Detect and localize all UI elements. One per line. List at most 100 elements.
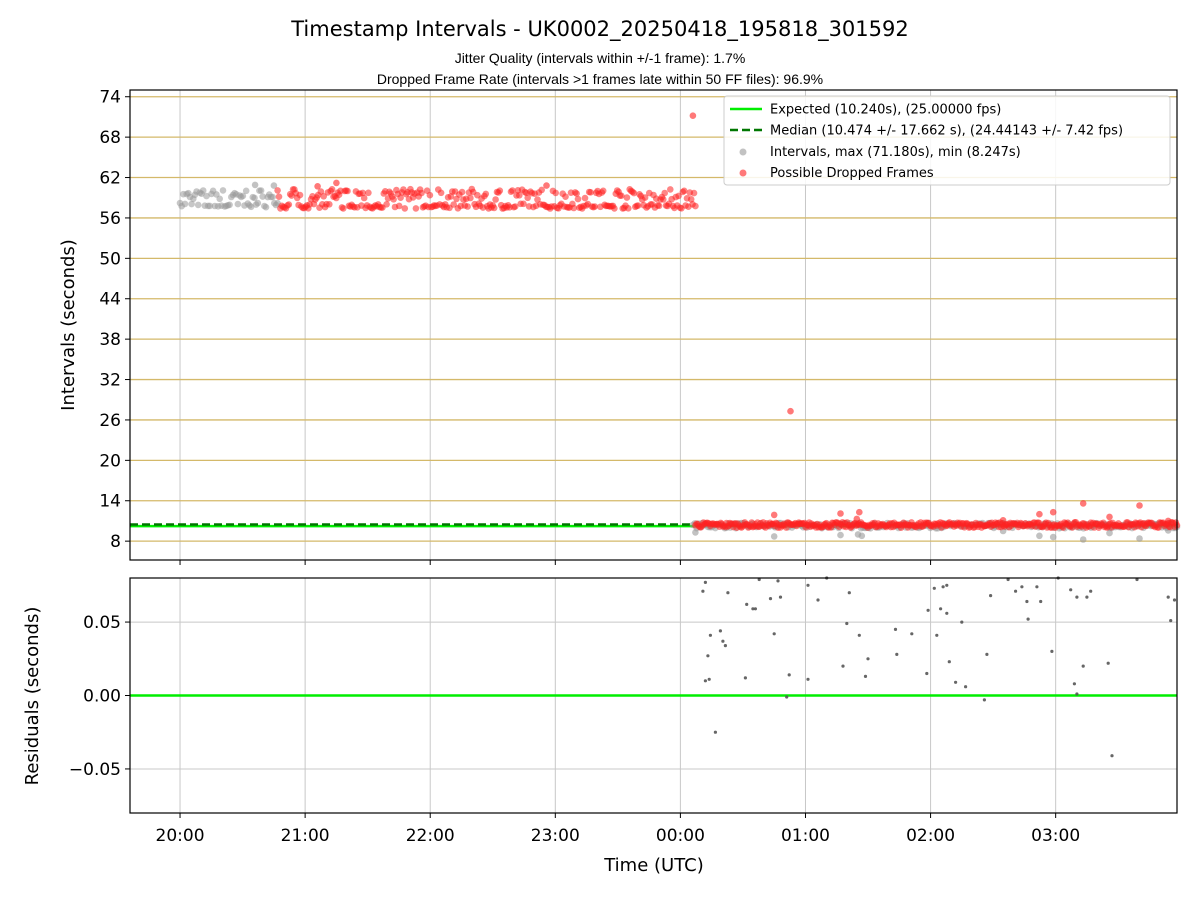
- interval-point: [194, 201, 202, 209]
- dropped-frame-point: [464, 203, 471, 210]
- interval-point: [188, 200, 195, 208]
- dropped-frame-point: [274, 187, 281, 194]
- dropped-frame-point: [611, 205, 618, 212]
- dropped-frame-point: [1136, 502, 1143, 509]
- residual-point: [932, 586, 936, 590]
- dropped-frame-point: [591, 203, 599, 210]
- residuals-x-ticks: 20:00 21:00 22:00 23:00 00:00 01:00 02:00 03:00: [156, 813, 1080, 846]
- residual-point: [713, 730, 718, 734]
- dropped-frame-point: [581, 194, 589, 202]
- residual-point: [1085, 595, 1089, 599]
- residual-point: [925, 671, 929, 676]
- dropped-frame-point: [655, 202, 663, 210]
- interval-point: [242, 187, 250, 195]
- residual-point: [841, 664, 845, 668]
- intervals-y-ticks: 8 14 20 26 32 38 44 50 56 62 68 74: [99, 88, 130, 552]
- dropped-frame-point: [538, 186, 545, 194]
- dropped-frame-point: [599, 187, 607, 195]
- dropped-frame-point: [634, 202, 642, 209]
- residual-point: [1075, 595, 1079, 599]
- residual-point: [1026, 617, 1030, 621]
- dropped-frame-point: [543, 182, 550, 189]
- residual-point: [753, 607, 758, 611]
- residuals-plot: −0.05 0.00 0.05 20:00 21:00 22:00 23:00 00:00 0…: [22, 576, 1178, 876]
- intervals-plot: 8 14 20 26 32 38 44 50 56 62 68 74 Intervals (secon…: [58, 88, 1181, 565]
- interval-point: [259, 193, 267, 200]
- residual-point: [1025, 599, 1029, 604]
- interval-point: [199, 187, 207, 194]
- residual-point: [1106, 661, 1110, 665]
- residuals-y-axis-label: Residuals (seconds): [22, 607, 43, 786]
- residual-point: [964, 685, 968, 689]
- residual-point: [945, 611, 949, 615]
- dropped-frame-point: [492, 196, 499, 203]
- dropped-frame-point: [574, 195, 582, 203]
- interval-point: [269, 193, 276, 201]
- residual-point: [985, 652, 989, 657]
- dropped-frame-point: [496, 187, 504, 194]
- interval-point: [203, 192, 210, 200]
- intervals-y-tick-label: 38: [99, 330, 121, 350]
- residual-point: [947, 660, 951, 664]
- residual-point: [778, 595, 783, 599]
- dropped-frame-point: [326, 201, 333, 208]
- residual-point: [982, 698, 987, 702]
- residual-point: [1069, 588, 1073, 592]
- legend-box: [723, 95, 1171, 186]
- residuals-points: [701, 576, 1177, 758]
- residual-point: [863, 674, 868, 679]
- dropped-frame-point: [285, 201, 293, 208]
- dropped-frame-point: [520, 200, 527, 208]
- residuals-y-tick-label: −0.05: [69, 760, 121, 780]
- legend-intervals-label: Intervals, max (71.180s), min (8.247s): [770, 145, 1021, 160]
- residual-point: [726, 591, 730, 595]
- intervals-x-ticks: [179, 560, 1057, 565]
- residuals-y-tick-label: 0.00: [83, 687, 121, 707]
- residual-point: [989, 594, 993, 598]
- interval-point: [262, 203, 270, 211]
- dropped-frame-point: [490, 204, 498, 212]
- residual-point: [857, 633, 861, 637]
- dropped-frame-point: [426, 191, 434, 199]
- dropped-frame-point: [787, 407, 794, 415]
- dropped-frame-point: [365, 189, 372, 197]
- dropped-frame-point: [660, 196, 667, 203]
- dropped-frame-point: [418, 189, 425, 197]
- x-tick-label: 00:00: [656, 826, 705, 846]
- dropped-frame-point: [618, 192, 625, 199]
- interval-point: [692, 529, 699, 536]
- chart-legend: Expected (10.240s), (25.00000 fps) Media…: [723, 95, 1171, 186]
- dropped-frame-point: [570, 204, 578, 212]
- dropped-frame-point: [692, 202, 699, 210]
- dropped-frame-point: [1164, 517, 1172, 525]
- interval-point: [219, 187, 227, 194]
- dropped-frame-point: [516, 192, 523, 199]
- residual-point: [960, 620, 964, 624]
- dropped-frame-point: [509, 187, 516, 194]
- dropped-frame-point: [675, 192, 682, 200]
- residual-point: [935, 633, 939, 637]
- residual-point: [847, 591, 851, 595]
- residual-point: [743, 676, 748, 680]
- x-tick-label: 20:00: [156, 826, 205, 846]
- chart-subtitle-dropped: Dropped Frame Rate (intervals >1 frames …: [377, 71, 823, 87]
- residual-point: [1089, 589, 1093, 593]
- dropped-frame-point: [467, 194, 474, 202]
- chart-title: Timestamp Intervals - UK0002_20250418_19…: [290, 17, 909, 42]
- residual-point: [845, 621, 849, 626]
- dropped-frame-point: [689, 112, 697, 119]
- dropped-frame-point: [1036, 510, 1043, 518]
- dropped-frame-point: [359, 189, 367, 197]
- dropped-frame-point: [552, 189, 559, 197]
- residual-point: [718, 629, 723, 633]
- legend-dropped-swatch: [739, 169, 747, 177]
- dropped-frame-point: [770, 511, 778, 519]
- residual-point: [1075, 692, 1079, 696]
- residual-point: [785, 695, 789, 699]
- dropped-frame-point: [680, 187, 688, 195]
- intervals-y-tick-label: 8: [110, 532, 121, 552]
- dropped-frame-point: [1106, 513, 1113, 521]
- chart-subtitle-jitter: Jitter Quality (intervals within +/-1 fr…: [455, 50, 746, 66]
